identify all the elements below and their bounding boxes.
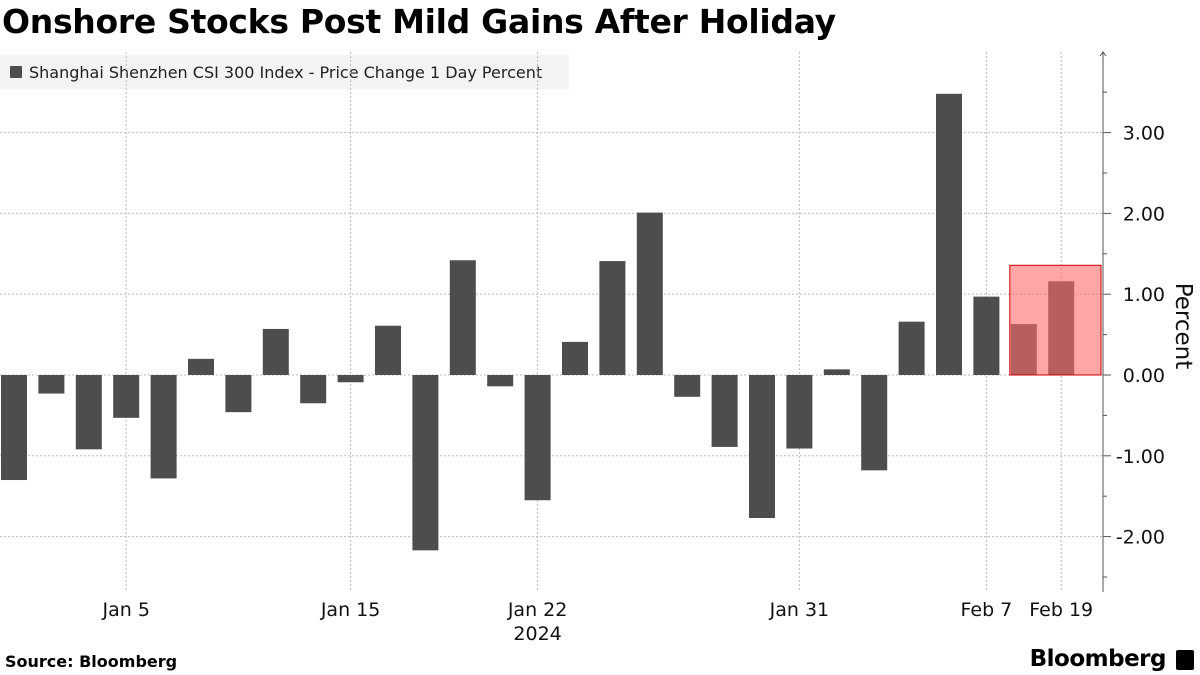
y-axis-label: Percent (1170, 283, 1196, 370)
bar (225, 375, 252, 413)
bar (524, 375, 551, 501)
x-tick-label: Jan 31 (769, 599, 830, 621)
bar (786, 375, 813, 449)
x-axis-labels: Jan 5 Jan 15 Jan 22 Jan 31 Feb 7 Feb 19 2024 (101, 599, 1093, 645)
y-tick-label: 3.00 (1123, 123, 1165, 145)
bar (449, 260, 476, 375)
x-tick-label: Jan 22 (507, 599, 568, 621)
bar (300, 375, 327, 404)
y-tick-label: 2.00 (1123, 203, 1165, 225)
highlight-box (1009, 264, 1102, 376)
source-note: Source: Bloomberg (5, 652, 178, 671)
bar (262, 328, 289, 375)
y-tick-label: -1.00 (1116, 446, 1165, 468)
y-axis-arrow-icon (1099, 51, 1107, 57)
bar (674, 375, 701, 397)
bar (711, 375, 738, 447)
bar (412, 375, 439, 551)
x-tick-label: Feb 19 (1029, 599, 1093, 621)
bar (337, 375, 364, 383)
bar (188, 358, 214, 375)
chart-legend: Shanghai Shenzhen CSI 300 Index - Price … (0, 55, 569, 89)
bar (487, 375, 514, 387)
bar (113, 375, 140, 418)
bar (599, 261, 626, 375)
bar (75, 375, 102, 450)
bar (898, 321, 925, 375)
y-tick-label: 0.00 (1123, 365, 1165, 387)
legend-label: Shanghai Shenzhen CSI 300 Index - Price … (29, 62, 543, 82)
bar (861, 375, 888, 471)
bar (562, 341, 588, 375)
bar (973, 296, 1000, 375)
legend-swatch-icon (10, 66, 22, 78)
bar (823, 369, 850, 375)
bloomberg-logo-icon (1176, 650, 1194, 670)
y-tick-label: -2.00 (1116, 527, 1165, 549)
highlight-layer (1009, 264, 1102, 376)
bar (936, 93, 962, 375)
x-year-label: 2024 (513, 623, 561, 645)
bar (150, 375, 177, 479)
y-axis: 3.00 2.00 1.00 0.00 -1.00 -2.00 (1099, 51, 1165, 592)
bar (375, 325, 401, 375)
chart-title: Onshore Stocks Post Mild Gains After Hol… (2, 2, 836, 41)
bar (636, 212, 663, 375)
bar-series (1, 93, 1075, 551)
x-tick-label: Jan 5 (101, 599, 149, 621)
y-tick-label: 1.00 (1123, 284, 1165, 306)
x-tick-label: Feb 7 (961, 599, 1013, 621)
bar (38, 375, 65, 394)
x-tick-label: Jan 15 (320, 599, 381, 621)
brand-wordmark: Bloomberg (1029, 646, 1167, 672)
bar (749, 375, 775, 519)
bar (1, 375, 27, 481)
